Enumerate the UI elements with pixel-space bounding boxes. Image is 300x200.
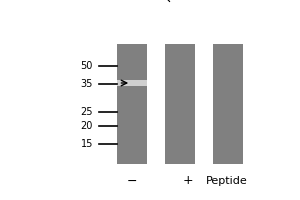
Text: 20: 20 xyxy=(81,121,93,131)
Text: 50: 50 xyxy=(81,61,93,71)
Text: 35: 35 xyxy=(81,79,93,89)
Text: +: + xyxy=(182,174,193,188)
Bar xyxy=(165,44,195,164)
Bar xyxy=(213,44,243,164)
Bar xyxy=(117,80,147,86)
Text: Peptide: Peptide xyxy=(206,176,247,186)
Text: 15: 15 xyxy=(81,139,93,149)
Text: 25: 25 xyxy=(80,107,93,117)
Text: −: − xyxy=(127,174,137,188)
Bar xyxy=(117,44,147,164)
Text: mouse lung: mouse lung xyxy=(164,0,214,4)
